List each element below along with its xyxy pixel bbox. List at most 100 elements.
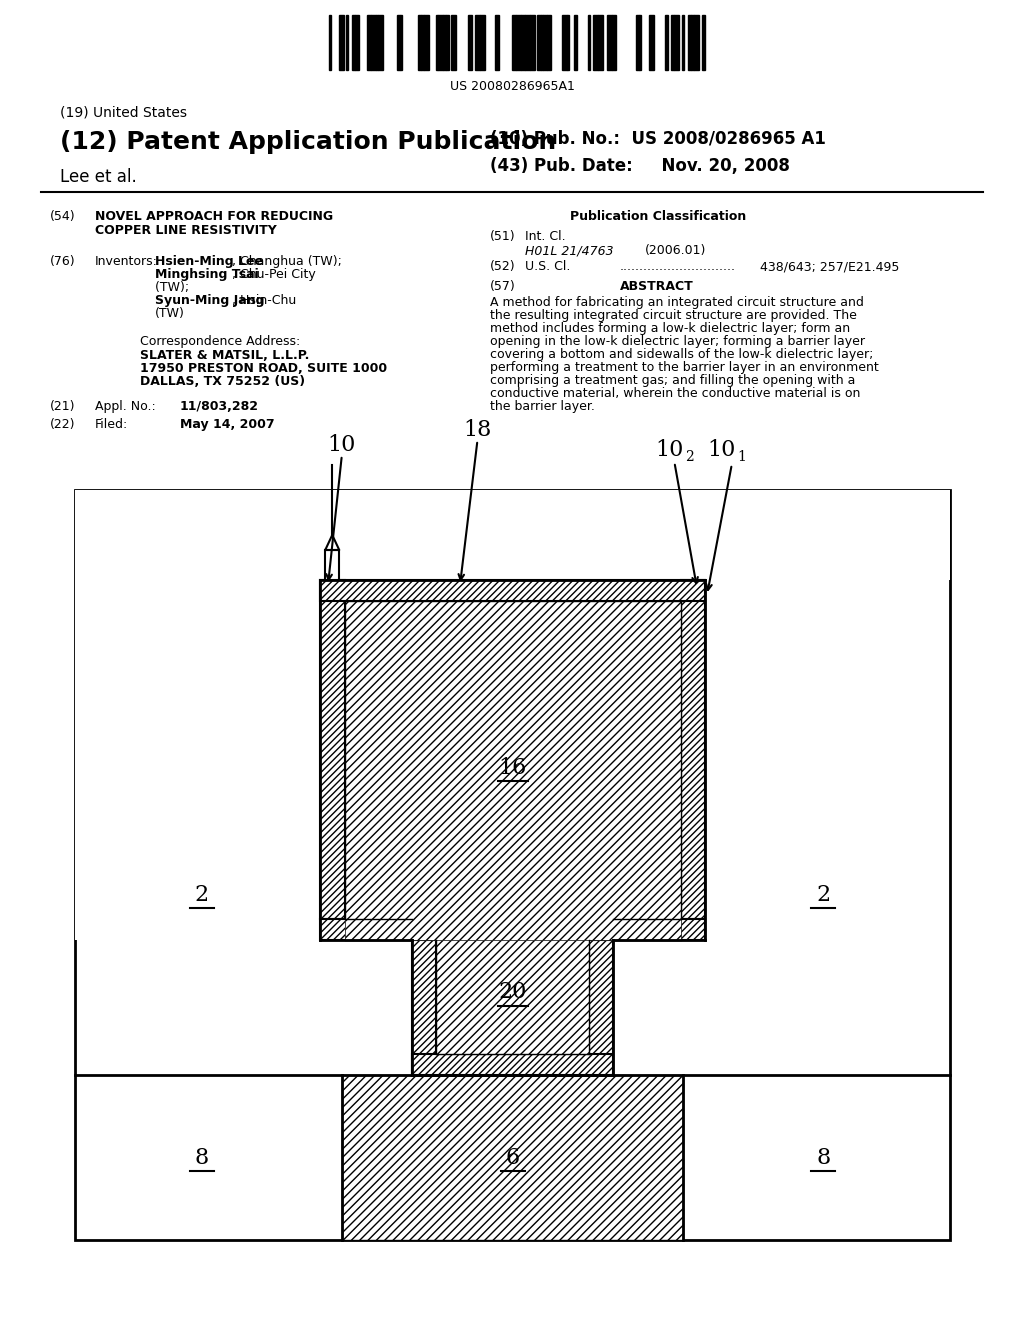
Text: 17950 PRESTON ROAD, SUITE 1000: 17950 PRESTON ROAD, SUITE 1000 <box>140 362 387 375</box>
Text: Filed:: Filed: <box>95 418 128 432</box>
Bar <box>75 579 319 940</box>
Bar <box>319 919 412 940</box>
Text: (19) United States: (19) United States <box>60 106 187 119</box>
Bar <box>376 15 378 70</box>
Text: 2: 2 <box>685 450 693 465</box>
Bar <box>636 15 639 70</box>
Text: 18: 18 <box>463 418 492 441</box>
Text: US 20080286965A1: US 20080286965A1 <box>450 81 574 92</box>
Bar <box>475 15 480 70</box>
Text: 1: 1 <box>737 450 746 465</box>
Bar <box>319 579 344 919</box>
Text: method includes forming a low-k dielectric layer; form an: method includes forming a low-k dielectr… <box>490 322 850 335</box>
Text: Lee et al.: Lee et al. <box>60 168 137 186</box>
Text: (52): (52) <box>490 260 516 273</box>
Bar <box>649 15 654 70</box>
Bar <box>342 1074 683 1239</box>
Text: (22): (22) <box>50 418 76 432</box>
Text: SLATER & MATSIL, L.L.P.: SLATER & MATSIL, L.L.P. <box>140 348 309 362</box>
Text: 11/803,282: 11/803,282 <box>180 400 259 413</box>
Bar <box>574 15 577 70</box>
Text: U.S. Cl.: U.S. Cl. <box>525 260 570 273</box>
Bar <box>512 15 516 70</box>
Text: A method for fabricating an integrated circuit structure and: A method for fabricating an integrated c… <box>490 296 864 309</box>
Text: ABSTRACT: ABSTRACT <box>620 280 693 293</box>
Bar <box>329 15 331 70</box>
Text: conductive material, wherein the conductive material is on: conductive material, wherein the conduct… <box>490 387 860 400</box>
Bar <box>607 15 612 70</box>
Bar <box>75 490 950 1239</box>
Text: (51): (51) <box>490 230 516 243</box>
Text: 8: 8 <box>195 1147 209 1168</box>
Bar <box>562 15 567 70</box>
Bar <box>438 15 443 70</box>
Bar <box>547 15 551 70</box>
Bar <box>694 15 699 70</box>
Bar <box>480 15 485 70</box>
Text: (43) Pub. Date:     Nov. 20, 2008: (43) Pub. Date: Nov. 20, 2008 <box>490 157 790 176</box>
Bar <box>352 15 355 70</box>
Bar <box>525 15 530 70</box>
Text: 438/643; 257/E21.495: 438/643; 257/E21.495 <box>760 260 899 273</box>
Bar <box>495 15 499 70</box>
Bar <box>344 601 681 940</box>
Bar <box>378 15 383 70</box>
Text: Hsien-Ming Lee: Hsien-Ming Lee <box>155 255 263 268</box>
Text: (12) Patent Application Publication: (12) Patent Application Publication <box>60 129 556 154</box>
Bar <box>541 15 543 70</box>
Bar <box>588 15 590 70</box>
Bar <box>665 15 668 70</box>
Text: Correspondence Address:: Correspondence Address: <box>140 335 300 348</box>
Bar <box>436 940 589 1053</box>
Text: .............................: ............................. <box>620 260 736 273</box>
Bar <box>537 15 541 70</box>
Bar <box>521 15 525 70</box>
Text: 2: 2 <box>816 884 830 906</box>
Bar <box>589 940 613 1074</box>
Bar <box>412 1053 613 1074</box>
Bar <box>688 15 691 70</box>
Bar <box>451 15 456 70</box>
Bar <box>516 15 521 70</box>
Bar <box>326 550 339 579</box>
Bar <box>424 15 429 70</box>
Text: Publication Classification: Publication Classification <box>570 210 746 223</box>
Text: 8: 8 <box>816 1147 830 1168</box>
Text: , Changhua (TW);: , Changhua (TW); <box>232 255 342 268</box>
Text: the barrier layer.: the barrier layer. <box>490 400 595 413</box>
Text: (76): (76) <box>50 255 76 268</box>
Bar <box>319 579 705 601</box>
Text: 2: 2 <box>195 884 209 906</box>
Text: COPPER LINE RESISTIVITY: COPPER LINE RESISTIVITY <box>95 224 276 238</box>
Bar <box>339 15 344 70</box>
Text: Int. Cl.: Int. Cl. <box>525 230 565 243</box>
Bar <box>612 15 616 70</box>
Bar <box>371 15 376 70</box>
Bar <box>397 15 400 70</box>
Text: covering a bottom and sidewalls of the low-k dielectric layer;: covering a bottom and sidewalls of the l… <box>490 348 873 360</box>
Bar <box>639 15 641 70</box>
Bar <box>613 919 705 940</box>
Text: comprising a treatment gas; and filling the opening with a: comprising a treatment gas; and filling … <box>490 374 855 387</box>
Bar <box>691 15 694 70</box>
Text: Appl. No.:: Appl. No.: <box>95 400 156 413</box>
Bar <box>530 15 535 70</box>
Text: the resulting integrated circuit structure are provided. The: the resulting integrated circuit structu… <box>490 309 857 322</box>
Text: 20: 20 <box>499 982 526 1003</box>
Text: (10) Pub. No.:  US 2008/0286965 A1: (10) Pub. No.: US 2008/0286965 A1 <box>490 129 826 148</box>
Bar <box>412 940 613 1074</box>
Text: , Hsin-Chu: , Hsin-Chu <box>232 294 296 308</box>
Bar <box>446 15 449 70</box>
Bar <box>702 15 705 70</box>
Text: May 14, 2007: May 14, 2007 <box>180 418 274 432</box>
Text: (2006.01): (2006.01) <box>645 244 707 257</box>
Bar <box>543 15 547 70</box>
Text: H01L 21/4763: H01L 21/4763 <box>525 244 613 257</box>
Text: (TW);: (TW); <box>155 281 194 294</box>
Text: DALLAS, TX 75252 (US): DALLAS, TX 75252 (US) <box>140 375 305 388</box>
Bar <box>400 15 402 70</box>
Bar <box>681 579 705 919</box>
Bar <box>436 940 589 1053</box>
Bar <box>367 15 371 70</box>
Bar <box>682 15 684 70</box>
